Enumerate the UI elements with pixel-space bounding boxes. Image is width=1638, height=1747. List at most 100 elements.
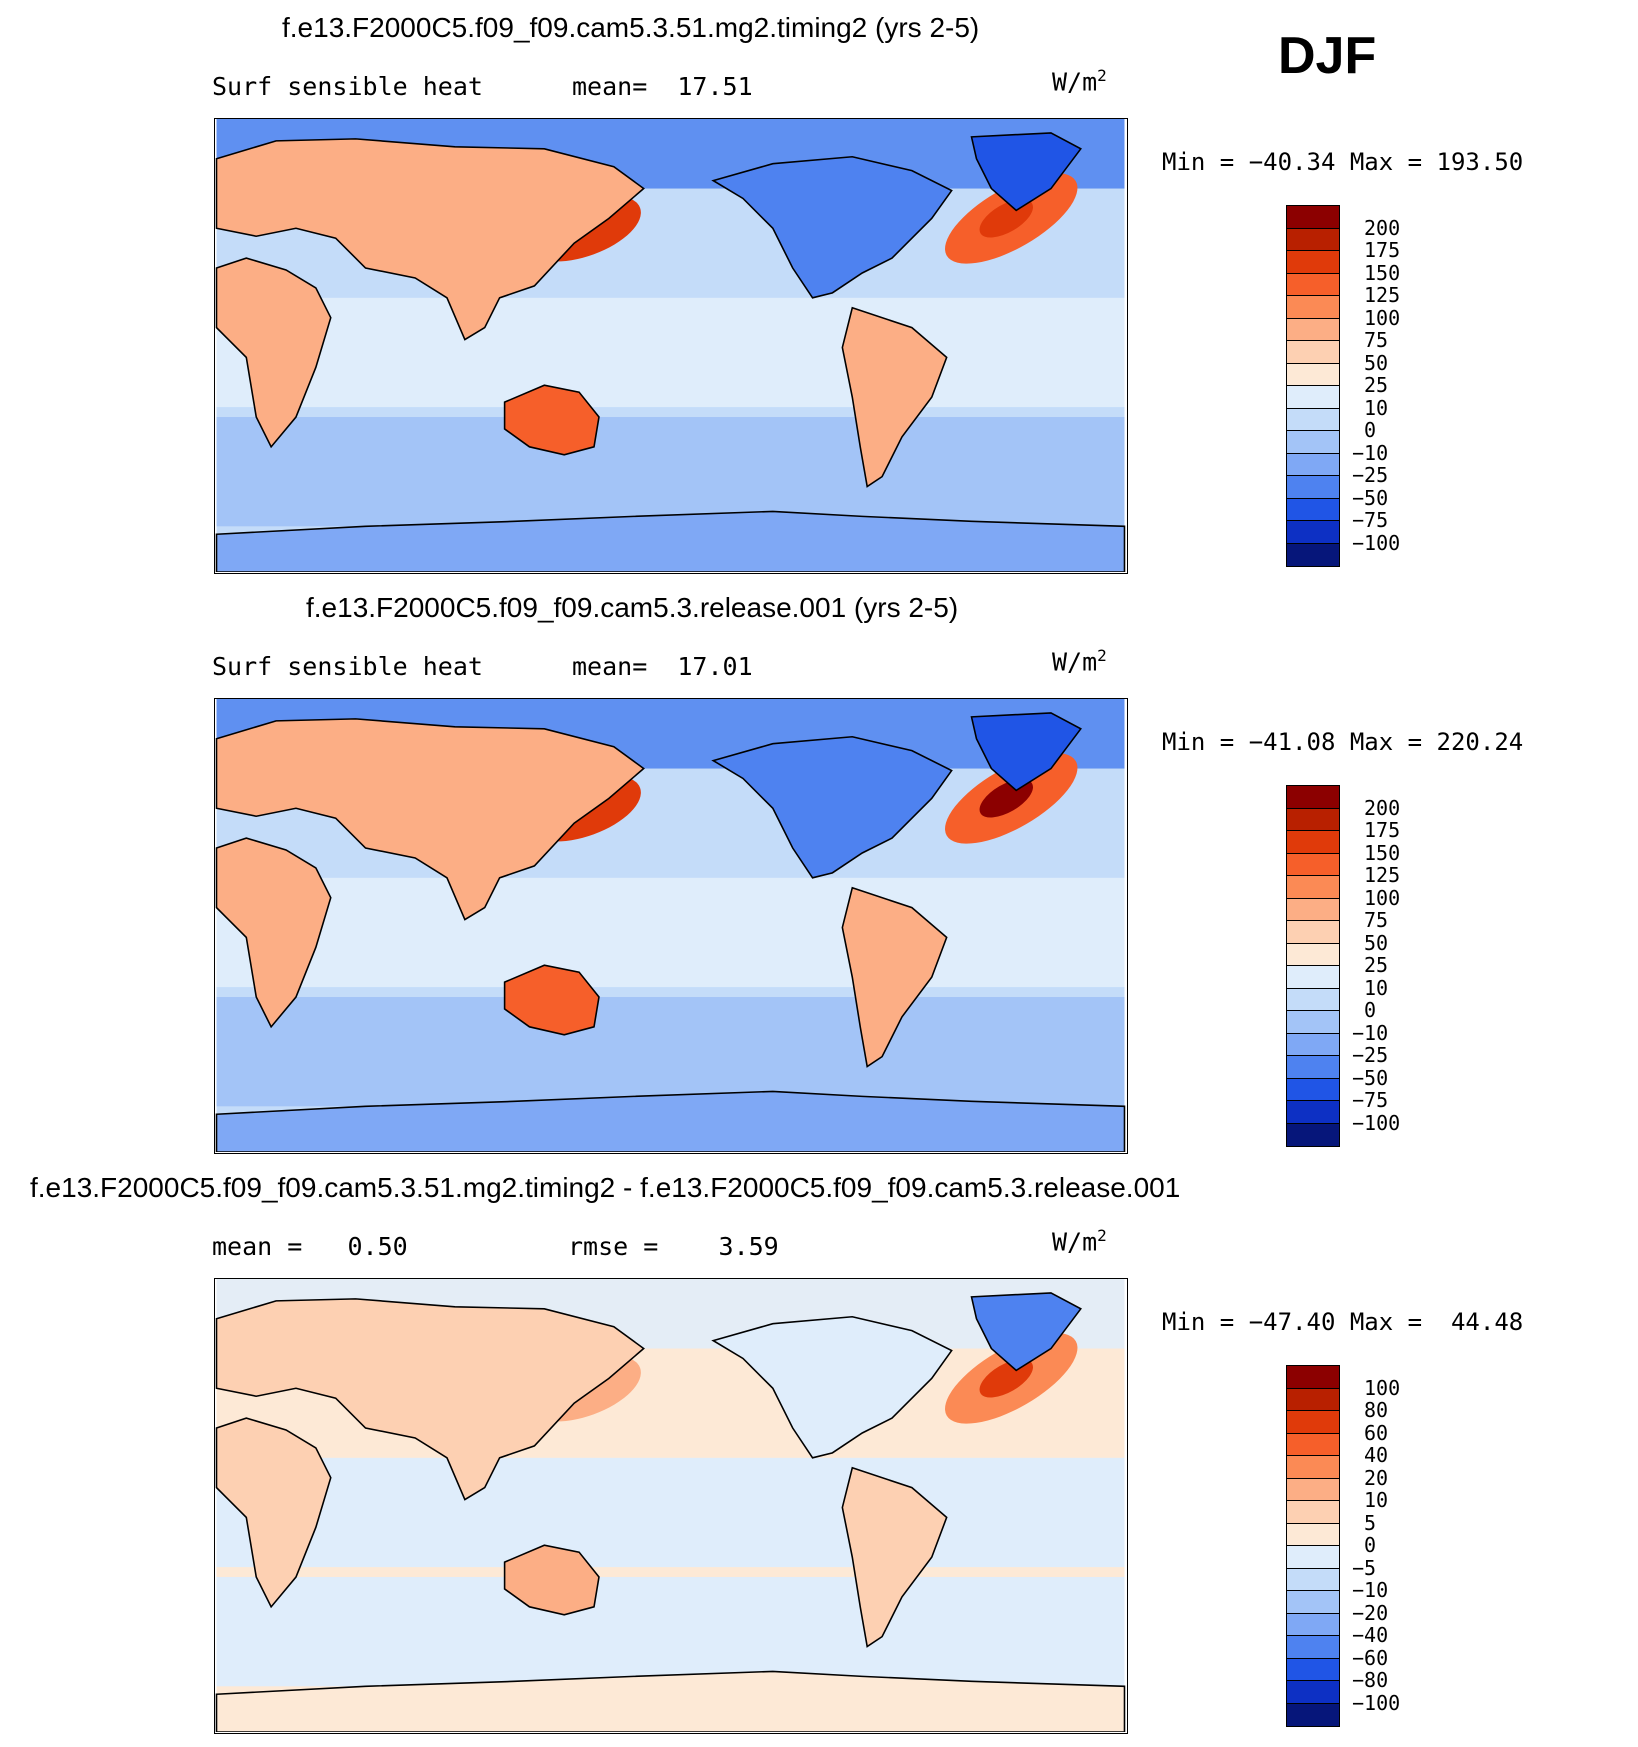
- colorbar-tick-label: −50: [1352, 485, 1389, 510]
- colorbar-swatch: [1287, 1523, 1339, 1546]
- colorbar-tick-label: −60: [1352, 1645, 1389, 1670]
- colorbar-swatch: [1287, 898, 1339, 921]
- units-superscript: 2: [1097, 66, 1107, 85]
- colorbar-tick-label: −25: [1352, 463, 1389, 487]
- colorbar-swatch: [1287, 408, 1339, 431]
- colorbar-tick-label: −100: [1352, 1110, 1401, 1135]
- units-superscript: 2: [1097, 1226, 1107, 1245]
- colorbar-swatch: [1287, 1366, 1339, 1389]
- colorbar-tick-label: 80: [1364, 1398, 1389, 1422]
- colorbar-tick-label: 200: [1364, 795, 1401, 820]
- southern-ocean-band: [216, 1577, 1125, 1687]
- colorbar-swatch: [1287, 1478, 1339, 1501]
- units-label: W/m2: [1052, 66, 1107, 96]
- colorbar-tick-label: −40: [1352, 1623, 1389, 1647]
- colorbar-swatch: [1287, 966, 1339, 989]
- colorbar-tick-label: −20: [1352, 1600, 1389, 1625]
- continent-africa: [215, 257, 332, 449]
- continent-eurasia: [215, 718, 645, 921]
- colorbar-swatch: [1287, 1011, 1339, 1034]
- colorbar-swatch: [1287, 1411, 1339, 1434]
- continent-greenland: [970, 712, 1082, 792]
- map-field: [215, 1279, 1126, 1732]
- continent-australia: [503, 384, 600, 456]
- colorbar: [1286, 1365, 1340, 1727]
- continent-namerica: [711, 155, 953, 299]
- colorbar-tick-label: 175: [1364, 238, 1401, 262]
- colorbar-tick-label: 50: [1364, 350, 1389, 375]
- tropical-band: [216, 877, 1125, 988]
- colorbar-swatch: [1287, 521, 1339, 544]
- colorbar-tick-label: 0: [1364, 1533, 1377, 1557]
- colorbar-tick-label: 25: [1364, 373, 1389, 397]
- colorbar-tick-label: −25: [1352, 1043, 1389, 1067]
- colorbar-tick-label: −10: [1352, 1578, 1389, 1602]
- colorbar-tick-label: 60: [1364, 1420, 1389, 1445]
- colorbar-swatch: [1287, 808, 1339, 831]
- colorbar-swatch: [1287, 543, 1339, 566]
- continent-antarctica: [215, 1090, 1126, 1152]
- colorbar-tick-label: 10: [1364, 395, 1389, 420]
- colorbar-tick-label: 5: [1364, 1510, 1377, 1535]
- colorbar-tick-label: −10: [1352, 440, 1389, 465]
- colorbar-tick-label: 125: [1364, 863, 1401, 887]
- southern-ocean-band: [216, 997, 1125, 1107]
- colorbar-tick-label: −5: [1352, 1555, 1377, 1580]
- colorbar-swatch: [1287, 453, 1339, 476]
- colorbar-tick-label: 100: [1364, 305, 1401, 330]
- continent-antarctica: [215, 510, 1126, 572]
- colorbar-swatch: [1287, 1433, 1339, 1456]
- min-max-label: Min = −41.08 Max = 220.24: [1162, 728, 1524, 756]
- colorbar-tick-label: 20: [1364, 1465, 1389, 1490]
- continent-australia: [503, 1544, 600, 1616]
- map-panel-mid: [214, 698, 1128, 1154]
- colorbar-swatch: [1287, 296, 1339, 319]
- continent-greenland: [970, 132, 1082, 212]
- colorbar-tick-label: −50: [1352, 1065, 1389, 1090]
- colorbar-swatch: [1287, 831, 1339, 854]
- right-label: mean= 17.51: [572, 72, 753, 101]
- colorbar-swatch: [1287, 1056, 1339, 1079]
- panel-title: f.e13.F2000C5.f09_f09.cam5.3.release.001…: [306, 592, 959, 623]
- continent-samerica: [841, 1466, 948, 1648]
- tropical-band: [216, 1457, 1125, 1568]
- colorbar-tick-label: −80: [1352, 1668, 1389, 1692]
- colorbar-swatch: [1287, 1101, 1339, 1124]
- continent-samerica: [841, 886, 948, 1068]
- colorbar-tick-label: −100: [1352, 1690, 1401, 1715]
- colorbar: [1286, 785, 1340, 1147]
- left-label: mean = 0.50: [212, 1232, 408, 1261]
- colorbar-tick-label: 10: [1364, 975, 1389, 1000]
- colorbar-tick-label: 150: [1364, 260, 1401, 285]
- colorbar-tick-label: 25: [1364, 953, 1389, 977]
- colorbar-tick-label: 50: [1364, 930, 1389, 955]
- map-panel-diff: [214, 1278, 1128, 1734]
- colorbar-swatch: [1287, 206, 1339, 229]
- map-field: [215, 119, 1126, 572]
- continent-eurasia: [215, 1298, 645, 1501]
- colorbar-tick-label: 0: [1364, 418, 1377, 442]
- colorbar-tick-label: 125: [1364, 283, 1401, 307]
- left-label: Surf sensible heat: [212, 652, 483, 681]
- colorbar-swatch: [1287, 853, 1339, 876]
- colorbar-swatch: [1287, 341, 1339, 364]
- colorbar-tick-label: 100: [1364, 885, 1401, 910]
- colorbar: [1286, 205, 1340, 567]
- colorbar-tick-label: 10: [1364, 1488, 1389, 1512]
- colorbar-tick-label: 0: [1364, 998, 1377, 1022]
- continent-namerica: [711, 735, 953, 879]
- colorbar-swatch: [1287, 386, 1339, 409]
- colorbar-swatch: [1287, 1123, 1339, 1146]
- colorbar-swatch: [1287, 273, 1339, 296]
- colorbar-swatch: [1287, 1636, 1339, 1659]
- continent-samerica: [841, 306, 948, 488]
- units-superscript: 2: [1097, 646, 1107, 665]
- map-field: [215, 699, 1126, 1152]
- colorbar-swatch: [1287, 1658, 1339, 1681]
- continent-greenland: [970, 1292, 1082, 1372]
- colorbar-swatch: [1287, 1501, 1339, 1524]
- colorbar-swatch: [1287, 251, 1339, 274]
- colorbar-swatch: [1287, 1033, 1339, 1056]
- colorbar-swatch: [1287, 1568, 1339, 1591]
- colorbar-swatch: [1287, 1681, 1339, 1704]
